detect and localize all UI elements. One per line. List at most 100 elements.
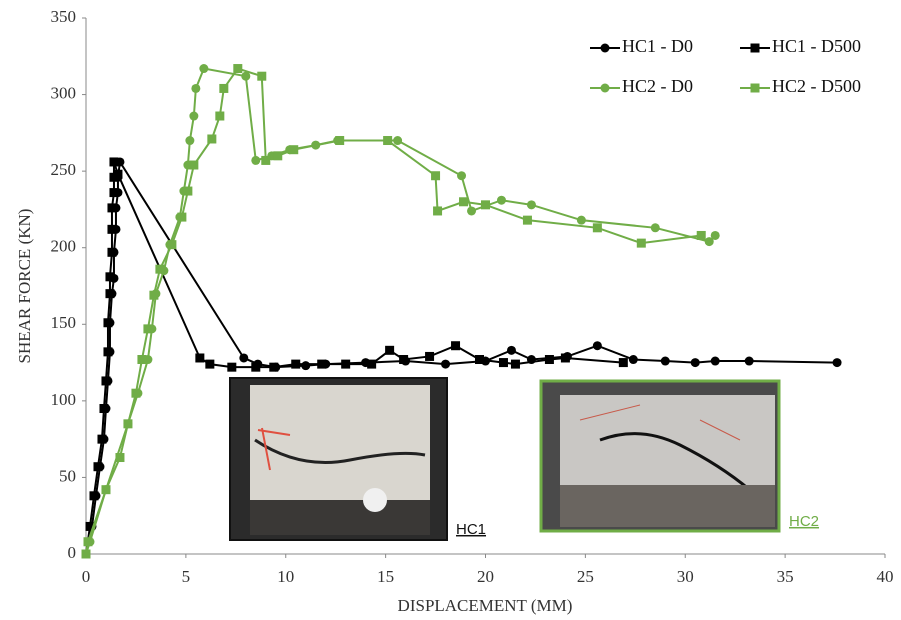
x-tick-label: 15 — [377, 567, 394, 586]
marker — [832, 358, 842, 368]
x-tick-label: 10 — [277, 567, 294, 586]
marker — [506, 345, 516, 355]
y-axis-title: SHEAR FORCE (KN) — [15, 209, 34, 364]
marker — [109, 188, 119, 198]
marker — [744, 356, 754, 366]
marker — [137, 355, 147, 365]
marker — [185, 136, 195, 146]
x-axis-title: DISPLACEMENT (MM) — [398, 596, 573, 615]
y-tick-label: 150 — [51, 313, 77, 332]
marker — [199, 64, 209, 74]
marker — [510, 359, 520, 369]
marker — [526, 200, 536, 210]
marker — [341, 359, 351, 369]
marker — [107, 247, 117, 257]
marker — [650, 223, 660, 233]
x-tick-label: 35 — [777, 567, 794, 586]
marker — [592, 223, 602, 233]
marker — [189, 160, 199, 170]
marker — [618, 358, 628, 368]
x-tick-label: 0 — [82, 567, 91, 586]
y-tick-label: 350 — [51, 7, 77, 26]
marker — [560, 353, 570, 363]
marker — [109, 157, 119, 167]
marker — [99, 404, 109, 414]
marker — [207, 134, 217, 144]
marker — [101, 485, 111, 495]
marker — [459, 197, 469, 207]
marker — [467, 206, 477, 216]
marker — [83, 537, 93, 547]
y-tick-label: 100 — [51, 390, 77, 409]
y-tick-label: 50 — [59, 466, 76, 485]
marker — [425, 351, 435, 361]
x-tick-label: 5 — [182, 567, 191, 586]
marker — [113, 169, 123, 179]
marker — [143, 324, 153, 334]
marker — [628, 355, 638, 365]
marker — [544, 355, 554, 365]
marker — [191, 83, 201, 93]
marker — [93, 462, 103, 472]
marker — [239, 353, 249, 363]
y-tick-label: 0 — [68, 543, 77, 562]
x-tick-label: 25 — [577, 567, 594, 586]
marker — [115, 453, 125, 463]
marker — [241, 71, 251, 81]
marker — [317, 359, 327, 369]
marker — [383, 136, 393, 146]
legend-marker — [750, 83, 760, 93]
marker — [251, 155, 261, 165]
marker — [636, 238, 646, 248]
series-line — [85, 159, 838, 555]
marker — [177, 212, 187, 222]
marker — [393, 136, 403, 146]
marker — [696, 230, 706, 240]
legend-marker — [750, 43, 760, 53]
marker — [251, 362, 261, 372]
marker — [103, 318, 113, 328]
marker — [261, 155, 271, 165]
marker — [257, 71, 267, 81]
legend-text: HC1 - D0 — [622, 36, 693, 56]
marker — [481, 200, 490, 210]
y-tick-label: 300 — [51, 83, 77, 102]
marker — [291, 359, 301, 369]
marker — [289, 145, 299, 155]
marker — [97, 434, 107, 444]
insets — [229, 377, 781, 541]
marker — [457, 171, 467, 181]
legend-text: HC1 - D500 — [772, 36, 861, 56]
marker — [183, 186, 193, 196]
marker — [704, 237, 714, 247]
marker — [441, 359, 451, 369]
marker — [195, 353, 205, 363]
marker — [385, 345, 395, 355]
y-tick-label: 250 — [51, 160, 77, 179]
marker — [81, 549, 91, 559]
marker — [301, 361, 311, 371]
marker — [690, 358, 700, 368]
marker — [131, 388, 141, 398]
marker — [123, 419, 133, 429]
marker — [576, 215, 586, 225]
marker — [205, 359, 215, 369]
marker — [399, 355, 409, 365]
marker — [367, 359, 377, 369]
marker — [101, 376, 111, 386]
legend-text: HC2 - D0 — [622, 76, 693, 96]
marker — [155, 264, 165, 274]
marker — [431, 171, 441, 181]
y-tick-label: 200 — [51, 237, 77, 256]
marker — [660, 356, 670, 366]
marker — [269, 362, 279, 372]
marker — [451, 341, 461, 351]
x-tick-label: 20 — [477, 567, 494, 586]
marker — [105, 272, 115, 282]
marker — [475, 355, 485, 365]
marker — [107, 224, 117, 234]
marker — [89, 491, 99, 501]
marker — [167, 240, 177, 250]
marker — [227, 362, 237, 372]
marker — [592, 341, 602, 351]
